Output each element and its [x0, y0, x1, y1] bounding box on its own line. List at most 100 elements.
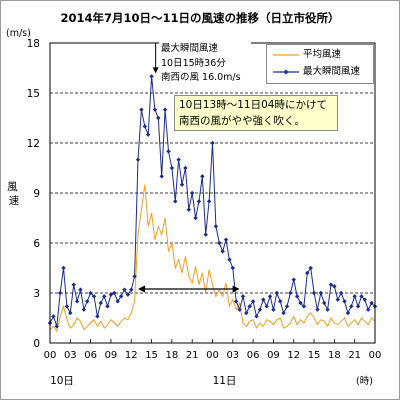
x-tick-label: 15: [308, 350, 321, 361]
data-point: [166, 149, 171, 154]
data-point: [61, 265, 66, 271]
legend: 平均風速 最大瞬間風速: [266, 44, 374, 84]
data-point: [369, 300, 374, 306]
data-point: [71, 282, 76, 287]
y-axis-label-char-2: 速: [9, 195, 20, 207]
data-point: [108, 292, 114, 297]
x-tick-label: 06: [84, 350, 97, 361]
data-point: [156, 115, 161, 121]
legend-swatches: [273, 54, 299, 75]
data-point: [54, 324, 59, 329]
x-tick-label: 09: [267, 350, 280, 361]
data-point: [98, 300, 103, 306]
data-point: [335, 297, 340, 302]
data-point: [366, 307, 371, 312]
x-unit-label: (時): [356, 376, 373, 387]
x-tick-label: 18: [166, 350, 179, 361]
period-arrow-left-head: [138, 285, 146, 293]
data-point: [173, 199, 178, 204]
y-tick-label: 12: [27, 138, 40, 150]
peak-annotation-line-1: 最大瞬間風速: [161, 43, 219, 54]
peak-annotation: 最大瞬間風速 10日15時36分 南西の風 16.0m/s: [159, 42, 251, 86]
data-point: [159, 174, 164, 179]
x-tick-label: 06: [247, 350, 260, 361]
data-point: [112, 290, 117, 296]
data-point: [183, 165, 188, 171]
data-point: [301, 304, 307, 309]
data-point: [325, 307, 330, 312]
annotation-layer: [138, 43, 240, 293]
data-point: [257, 307, 263, 312]
data-point: [129, 287, 134, 292]
data-point: [267, 294, 273, 299]
data-point: [345, 310, 351, 316]
data-point: [118, 294, 124, 299]
y-tick-label: 3: [33, 288, 40, 300]
y-tick-label: 9: [33, 188, 40, 200]
data-point: [247, 304, 252, 309]
data-point: [122, 287, 127, 292]
data-point: [288, 290, 293, 296]
data-point: [240, 294, 246, 299]
data-point: [115, 299, 120, 304]
y-tick-label: 0: [33, 338, 40, 350]
chart-title: 2014年7月10日～11日の風速の推移（日立市役所）: [60, 11, 339, 25]
data-point: [105, 304, 110, 309]
peak-annotation-line-2: 10日15時36分: [161, 57, 226, 69]
y-tick-label: 6: [33, 238, 40, 250]
data-point: [342, 299, 347, 304]
data-point: [203, 232, 208, 237]
data-point: [196, 199, 202, 204]
x-tick-label: 03: [64, 350, 77, 361]
data-point: [230, 265, 236, 271]
y-axis-label-char-1: 風: [7, 181, 18, 193]
period-arrow-right-head: [232, 285, 240, 293]
data-point: [200, 174, 205, 179]
peak-arrow-head: [152, 67, 159, 74]
data-point: [274, 290, 280, 296]
data-point: [237, 307, 242, 312]
x-tick-label: 09: [105, 350, 118, 361]
x-tick-label: 15: [145, 350, 158, 361]
series-line-0: [49, 184, 376, 333]
data-point: [349, 304, 354, 309]
data-point: [352, 294, 357, 299]
data-point: [101, 294, 107, 299]
data-point: [179, 182, 185, 187]
data-point: [227, 257, 232, 262]
data-point: [322, 300, 327, 306]
x-tick-label: 12: [125, 350, 138, 361]
data-point: [332, 284, 337, 289]
y-tick-label: 15: [27, 88, 40, 100]
data-point: [125, 292, 131, 297]
data-point: [193, 215, 198, 221]
x-tick-label: 03: [226, 350, 239, 361]
data-point: [291, 277, 296, 282]
data-point: [213, 224, 219, 229]
data-point: [210, 140, 215, 146]
data-point: [145, 132, 151, 137]
x-tick-label: 21: [348, 350, 361, 361]
legend-item-max: 最大瞬間風速: [303, 66, 361, 77]
data-point: [355, 304, 361, 309]
x-tick-label: 00: [44, 350, 57, 361]
x-tick-label: 21: [186, 350, 199, 361]
data-point: [57, 290, 63, 296]
data-point: [186, 207, 192, 212]
data-point: [51, 314, 56, 319]
data-point: [298, 300, 303, 306]
y-unit-label: (m/s): [6, 28, 31, 39]
day-label: 10日: [50, 375, 74, 387]
x-tick-label: 00: [369, 350, 382, 361]
data-point: [217, 240, 222, 246]
data-point: [162, 107, 168, 112]
data-point: [244, 310, 249, 316]
peak-annotation-line-3: 南西の風 16.0m/s: [161, 72, 241, 83]
data-point: [315, 307, 320, 312]
x-tick-label: 00: [206, 350, 219, 361]
data-point: [318, 290, 324, 296]
data-point: [328, 282, 334, 287]
data-point: [271, 307, 276, 312]
data-point: [132, 274, 137, 279]
data-point: [206, 199, 212, 204]
